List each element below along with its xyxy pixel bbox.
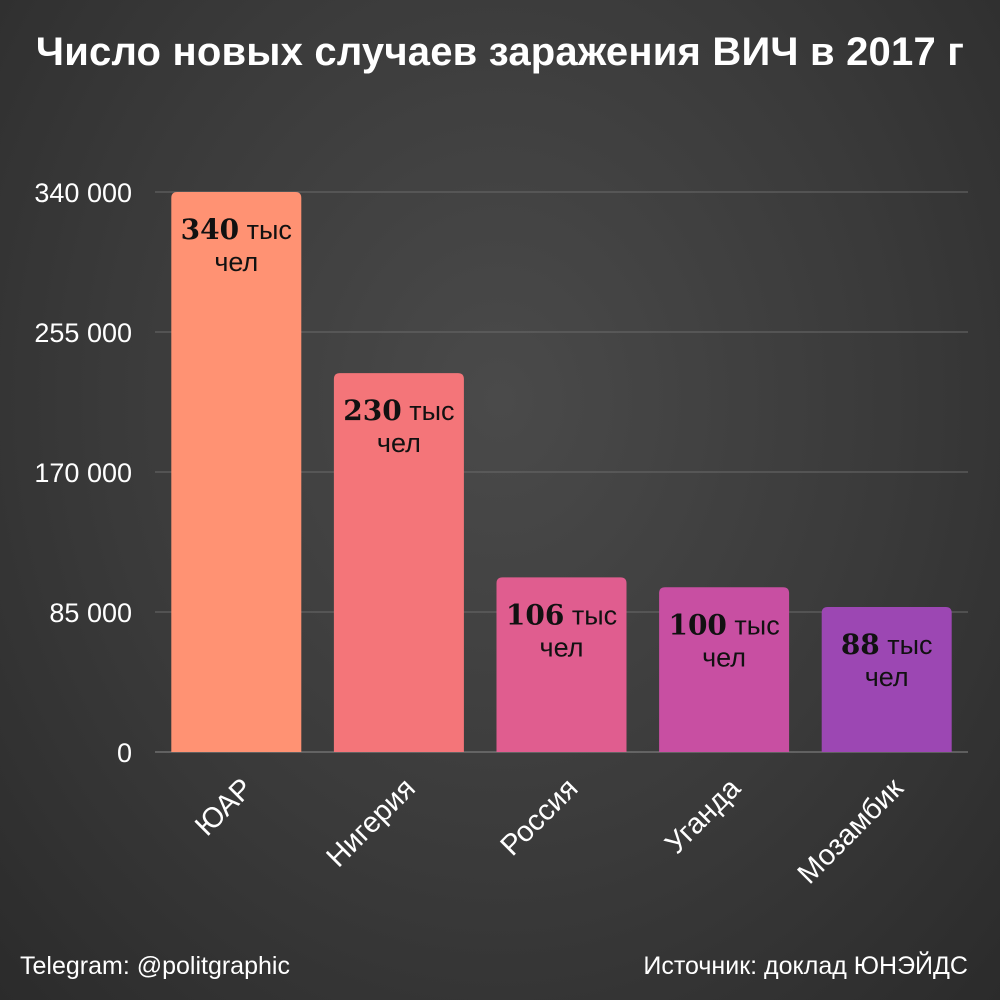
category-label: Россия xyxy=(495,772,585,862)
y-tick-label: 170 000 xyxy=(34,458,132,488)
y-tick-label: 340 000 xyxy=(34,178,132,208)
bar-3 xyxy=(496,577,627,752)
telegram-credit: Telegram: @politgraphic xyxy=(20,952,290,980)
data-label-unit-line2: чел xyxy=(540,632,584,662)
category-label: Нигерия xyxy=(321,772,422,873)
data-label-unit-line2: чел xyxy=(865,662,909,692)
data-label-number: 230 xyxy=(343,394,401,427)
y-axis-tick-labels: 0 85 000 170 000 255 000 340 000 xyxy=(34,178,132,768)
data-label-value: 100 тыс xyxy=(668,608,779,641)
data-label-unit: тыс xyxy=(880,630,933,660)
data-label-unit: тыс xyxy=(402,396,455,426)
data-label-unit: тыс xyxy=(564,600,617,630)
data-label-value: 230 тыс xyxy=(343,394,454,427)
data-label-unit-line2: чел xyxy=(214,247,258,277)
data-label-unit-line2: чел xyxy=(377,428,421,458)
bar-2 xyxy=(333,373,464,752)
bar-4 xyxy=(659,587,790,752)
data-label-value: 340 тыс xyxy=(181,213,292,246)
data-label-number: 100 xyxy=(668,608,726,641)
data-label-unit-line2: чел xyxy=(702,642,746,672)
category-label: Мозамбик xyxy=(792,772,910,890)
data-label-unit: тыс xyxy=(727,610,780,640)
data-label-number: 106 xyxy=(506,598,564,631)
y-tick-label: 0 xyxy=(117,738,132,768)
data-label-unit: тыс xyxy=(239,215,292,245)
bar-1 xyxy=(171,192,302,752)
bars xyxy=(171,192,952,752)
y-tick-label: 85 000 xyxy=(49,598,132,628)
source-credit: Источник: доклад ЮНЭЙДС xyxy=(643,952,968,980)
category-label: ЮАР xyxy=(189,772,259,842)
category-label: Уганда xyxy=(659,772,747,860)
bar-5 xyxy=(821,607,952,752)
data-label-number: 88 xyxy=(841,628,880,661)
y-tick-label: 255 000 xyxy=(34,318,132,348)
data-label-value: 106 тыс xyxy=(506,598,617,631)
chart-title: Число новых случаев заражения ВИЧ в 2017… xyxy=(35,30,965,74)
data-label-value: 88 тыс xyxy=(841,628,933,661)
data-label-number: 340 xyxy=(181,213,239,246)
x-axis-category-labels: ЮАР Нигерия Россия Уганда Мозамбик xyxy=(189,772,910,891)
